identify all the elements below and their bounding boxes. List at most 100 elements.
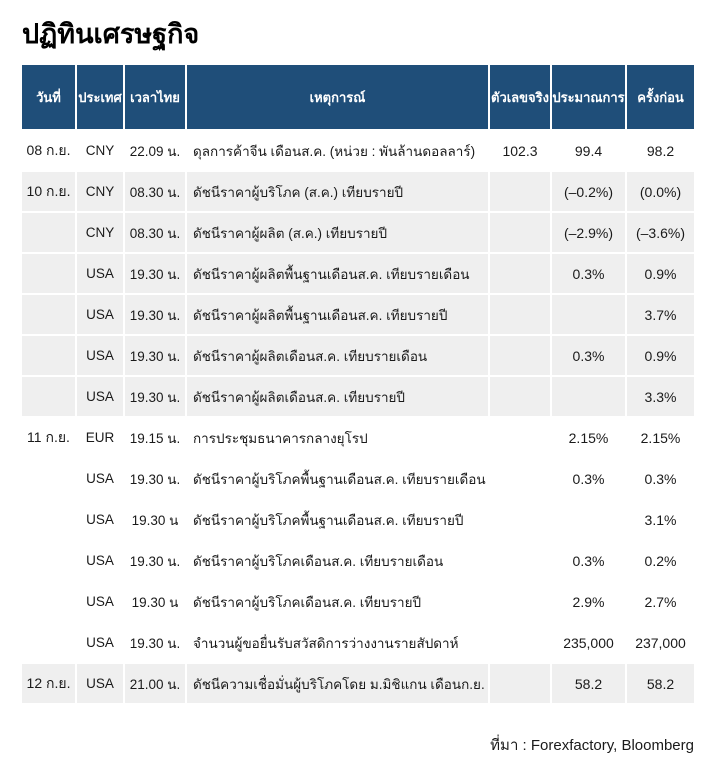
cell-time: 21.00 น. xyxy=(125,664,185,703)
cell-event: จำนวนผู้ขอยื่นรับสวัสดิการว่างงานรายสัปด… xyxy=(187,623,488,662)
cell-actual xyxy=(490,623,550,662)
cell-previous: 2.7% xyxy=(627,582,694,621)
table-row: USA 19.30 น. จำนวนผู้ขอยื่นรับสวัสดิการว… xyxy=(22,623,694,662)
cell-country: USA xyxy=(77,377,123,416)
cell-forecast: 2.15% xyxy=(552,418,625,457)
column-header-date: วันที่ xyxy=(22,65,75,129)
cell-country: CNY xyxy=(77,213,123,252)
cell-forecast: 99.4 xyxy=(552,131,625,170)
cell-event: ดัชนีราคาผู้ผลิตพื้นฐานเดือนส.ค. เทียบรา… xyxy=(187,295,488,334)
cell-previous: 0.2% xyxy=(627,541,694,580)
cell-previous: (0.0%) xyxy=(627,172,694,211)
cell-date: 10 ก.ย. xyxy=(22,172,75,211)
cell-actual xyxy=(490,213,550,252)
cell-actual xyxy=(490,295,550,334)
cell-event: ดุลการค้าจีน เดือนส.ค. (หน่วย : พันล้านด… xyxy=(187,131,488,170)
cell-time: 19.30 น. xyxy=(125,623,185,662)
cell-actual xyxy=(490,336,550,375)
column-header-actual: ตัวเลขจริง xyxy=(490,65,550,129)
cell-forecast: 0.3% xyxy=(552,541,625,580)
cell-actual xyxy=(490,582,550,621)
cell-actual xyxy=(490,459,550,498)
cell-time: 19.30 น. xyxy=(125,459,185,498)
cell-time: 19.30 น xyxy=(125,500,185,539)
cell-time: 19.30 น. xyxy=(125,336,185,375)
cell-time: 08.30 น. xyxy=(125,172,185,211)
column-header-event: เหตุการณ์ xyxy=(187,65,488,129)
cell-date xyxy=(22,336,75,375)
cell-event: ดัชนีราคาผู้บริโภคเดือนส.ค. เทียบรายเดือ… xyxy=(187,541,488,580)
cell-country: USA xyxy=(77,459,123,498)
cell-country: CNY xyxy=(77,131,123,170)
cell-forecast xyxy=(552,295,625,334)
cell-date xyxy=(22,500,75,539)
cell-forecast: (–2.9%) xyxy=(552,213,625,252)
cell-previous: 0.9% xyxy=(627,336,694,375)
cell-time: 19.30 น. xyxy=(125,295,185,334)
cell-date xyxy=(22,254,75,293)
cell-time: 19.30 น. xyxy=(125,377,185,416)
cell-country: USA xyxy=(77,500,123,539)
cell-country: USA xyxy=(77,541,123,580)
cell-forecast xyxy=(552,377,625,416)
cell-actual xyxy=(490,254,550,293)
table-row: 08 ก.ย. CNY 22.09 น. ดุลการค้าจีน เดือนส… xyxy=(22,131,694,170)
column-header-previous: ครั้งก่อน xyxy=(627,65,694,129)
table-row: 12 ก.ย. USA 21.00 น. ดัชนีความเชื่อมั่นผ… xyxy=(22,664,694,703)
cell-country: USA xyxy=(77,254,123,293)
cell-actual xyxy=(490,500,550,539)
cell-actual xyxy=(490,664,550,703)
cell-forecast: 2.9% xyxy=(552,582,625,621)
table-row: USA 19.30 น ดัชนีราคาผู้บริโภคเดือนส.ค. … xyxy=(22,582,694,621)
column-header-forecast: ประมาณการ xyxy=(552,65,625,129)
table-row: USA 19.30 น. ดัชนีราคาผู้ผลิตพื้นฐานเดือ… xyxy=(22,254,694,293)
table-row: USA 19.30 น. ดัชนีราคาผู้ผลิตพื้นฐานเดือ… xyxy=(22,295,694,334)
cell-country: USA xyxy=(77,336,123,375)
table-row: CNY 08.30 น. ดัชนีราคาผู้ผลิต (ส.ค.) เที… xyxy=(22,213,694,252)
table-header-row: วันที่ ประเทศ เวลาไทย เหตุการณ์ ตัวเลขจร… xyxy=(22,65,694,129)
economic-calendar-table: วันที่ ประเทศ เวลาไทย เหตุการณ์ ตัวเลขจร… xyxy=(22,65,694,705)
cell-previous: 2.15% xyxy=(627,418,694,457)
cell-date: 12 ก.ย. xyxy=(22,664,75,703)
cell-actual xyxy=(490,541,550,580)
table-body: 08 ก.ย. CNY 22.09 น. ดุลการค้าจีน เดือนส… xyxy=(22,131,694,703)
table-row: 10 ก.ย. CNY 08.30 น. ดัชนีราคาผู้บริโภค … xyxy=(22,172,694,211)
cell-date xyxy=(22,213,75,252)
cell-time: 19.15 น. xyxy=(125,418,185,457)
cell-actual xyxy=(490,377,550,416)
cell-actual xyxy=(490,418,550,457)
cell-previous: 3.3% xyxy=(627,377,694,416)
table-row: USA 19.30 น. ดัชนีราคาผู้ผลิตเดือนส.ค. เ… xyxy=(22,336,694,375)
cell-date xyxy=(22,582,75,621)
cell-event: ดัชนีราคาผู้บริโภคเดือนส.ค. เทียบรายปี xyxy=(187,582,488,621)
cell-forecast xyxy=(552,500,625,539)
table-row: USA 19.30 น. ดัชนีราคาผู้บริโภคพื้นฐานเด… xyxy=(22,459,694,498)
cell-time: 19.30 น. xyxy=(125,541,185,580)
cell-previous: 3.7% xyxy=(627,295,694,334)
cell-event: การประชุมธนาคารกลางยุโรป xyxy=(187,418,488,457)
cell-country: USA xyxy=(77,582,123,621)
cell-date xyxy=(22,377,75,416)
cell-forecast: 0.3% xyxy=(552,254,625,293)
cell-date: 11 ก.ย. xyxy=(22,418,75,457)
cell-previous: 0.9% xyxy=(627,254,694,293)
cell-previous: 98.2 xyxy=(627,131,694,170)
cell-country: USA xyxy=(77,664,123,703)
cell-event: ดัชนีราคาผู้บริโภค (ส.ค.) เทียบรายปี xyxy=(187,172,488,211)
cell-previous: 237,000 xyxy=(627,623,694,662)
cell-event: ดัชนีราคาผู้บริโภคพื้นฐานเดือนส.ค. เทียบ… xyxy=(187,500,488,539)
cell-forecast: 0.3% xyxy=(552,459,625,498)
cell-event: ดัชนีความเชื่อมั่นผู้บริโภคโดย ม.มิชิแกน… xyxy=(187,664,488,703)
table-row: USA 19.30 น. ดัชนีราคาผู้ผลิตเดือนส.ค. เ… xyxy=(22,377,694,416)
cell-time: 19.30 น xyxy=(125,582,185,621)
cell-forecast: 0.3% xyxy=(552,336,625,375)
column-header-time: เวลาไทย xyxy=(125,65,185,129)
table-row: USA 19.30 น. ดัชนีราคาผู้บริโภคเดือนส.ค.… xyxy=(22,541,694,580)
cell-event: ดัชนีราคาผู้ผลิตเดือนส.ค. เทียบรายปี xyxy=(187,377,488,416)
table-row: 11 ก.ย. EUR 19.15 น. การประชุมธนาคารกลาง… xyxy=(22,418,694,457)
cell-country: EUR xyxy=(77,418,123,457)
cell-event: ดัชนีราคาผู้ผลิตเดือนส.ค. เทียบรายเดือน xyxy=(187,336,488,375)
cell-event: ดัชนีราคาผู้ผลิตพื้นฐานเดือนส.ค. เทียบรา… xyxy=(187,254,488,293)
cell-country: USA xyxy=(77,295,123,334)
cell-forecast: 235,000 xyxy=(552,623,625,662)
